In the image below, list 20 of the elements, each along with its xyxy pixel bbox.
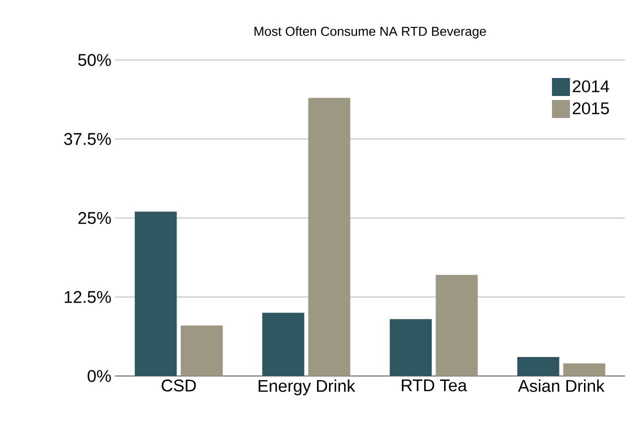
bar [134,212,177,376]
x-tick-label: Energy Drink [258,380,356,396]
y-tick-label: 0% [88,370,111,382]
x-tick-label: CSD [162,380,196,392]
bar [308,98,350,376]
bar [262,312,304,376]
y-tick-label: 25% [78,212,111,224]
bar [436,274,478,376]
legend-label: 2015 [572,102,609,114]
x-tick-label: RTD Tea [402,380,468,392]
legend-label: 2014 [572,80,610,92]
y-tick-label: 12.5% [64,291,111,303]
y-tick-label: 37.5% [64,133,111,145]
y-tick-label: 50% [78,54,111,66]
bar [563,363,606,376]
x-tick-label: Asian Drink [518,380,605,392]
bar [517,357,560,376]
bar [180,325,223,376]
bar [390,319,432,376]
chart-title: Most Often Consume NA RTD Beverage [254,26,486,38]
